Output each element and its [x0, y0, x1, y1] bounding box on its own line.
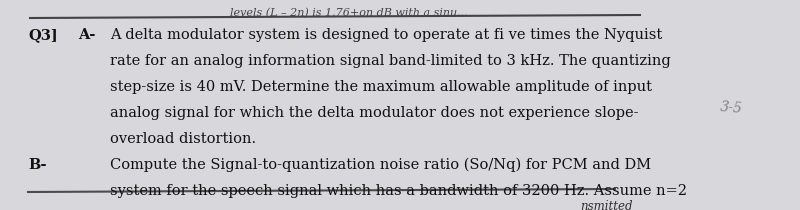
Text: B-: B- [28, 158, 46, 172]
Text: rate for an analog information signal band-limited to 3 kHz. The quantizing: rate for an analog information signal ba… [110, 54, 670, 68]
Text: Q3]: Q3] [28, 28, 58, 42]
Text: levels (L – 2n) is 1.76+on dB with a sinu...: levels (L – 2n) is 1.76+on dB with a sin… [230, 8, 468, 18]
Text: analog signal for which the delta modulator does not experience slope-: analog signal for which the delta modula… [110, 106, 638, 120]
Text: overload distortion.: overload distortion. [110, 132, 256, 146]
Text: 3-5: 3-5 [720, 100, 744, 116]
Text: nsmitted: nsmitted [580, 200, 633, 210]
Text: Compute the Signal-to-quantization noise ratio (So/Nq) for PCM and DM: Compute the Signal-to-quantization noise… [110, 158, 651, 172]
Text: A-: A- [78, 28, 95, 42]
Text: A delta modulator system is designed to operate at fi ve times the Nyquist: A delta modulator system is designed to … [110, 28, 662, 42]
Text: system for the speech signal which has a bandwidth of 3200 Hz. Assume n=2: system for the speech signal which has a… [110, 184, 687, 198]
Text: step-size is 40 mV. Determine the maximum allowable amplitude of input: step-size is 40 mV. Determine the maximu… [110, 80, 652, 94]
